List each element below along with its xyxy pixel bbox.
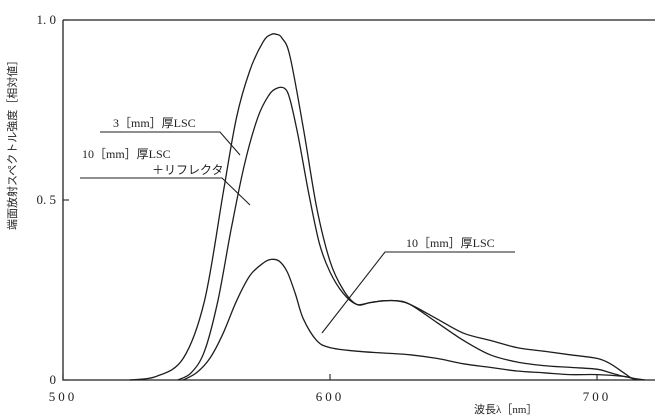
tick-marks bbox=[62, 19, 598, 381]
series-label-10mm-reflector-line2: ＋リフレクタ bbox=[152, 163, 224, 177]
series-label-3mm: 3［mm］厚LSC bbox=[113, 116, 196, 130]
leader-10mm bbox=[321, 251, 515, 334]
leader-3mm bbox=[100, 131, 241, 156]
plot-area bbox=[62, 19, 655, 381]
curve-10mm-lsc bbox=[182, 258, 638, 381]
x-tick-label-500: 500 bbox=[49, 389, 78, 404]
tick-labels: 500 600 700 0 0. 5 1. 0 bbox=[37, 12, 612, 404]
x-tick-label-600: 600 bbox=[316, 389, 345, 404]
curve-3mm-lsc bbox=[129, 33, 638, 381]
leader-10mm-reflector bbox=[80, 177, 251, 206]
y-tick-label-0: 0 bbox=[50, 372, 57, 387]
curve-10mm-lsc-reflector bbox=[177, 86, 646, 381]
plot-frame bbox=[62, 19, 655, 381]
series-label-10mm-reflector-line1: 10［mm］厚LSC bbox=[82, 147, 171, 161]
x-axis-label: 波長λ［nm］ bbox=[474, 403, 537, 416]
label-leaders bbox=[80, 131, 515, 334]
series-label-10mm: 10［mm］厚LSC bbox=[406, 236, 495, 250]
y-tick-label-1: 0. 5 bbox=[37, 192, 57, 207]
y-axis-label: 端面放射スペクトル強度［相対値］ bbox=[5, 55, 19, 230]
x-tick-label-700: 700 bbox=[583, 389, 612, 404]
y-tick-label-2: 1. 0 bbox=[37, 12, 57, 27]
series-curves bbox=[129, 33, 646, 381]
